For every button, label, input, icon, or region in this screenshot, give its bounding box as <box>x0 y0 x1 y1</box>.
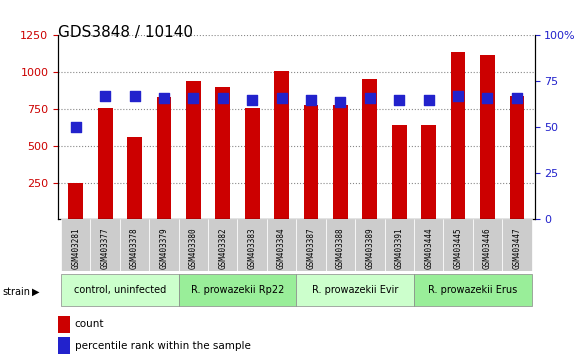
Bar <box>451 52 465 219</box>
FancyBboxPatch shape <box>326 219 355 271</box>
Text: GDS3848 / 10140: GDS3848 / 10140 <box>58 25 193 40</box>
Point <box>248 97 257 103</box>
Point <box>101 93 110 99</box>
FancyBboxPatch shape <box>296 274 414 306</box>
Text: GSM403377: GSM403377 <box>101 227 110 269</box>
FancyBboxPatch shape <box>296 219 326 271</box>
Bar <box>304 105 318 219</box>
Text: GSM403379: GSM403379 <box>159 227 168 269</box>
Bar <box>333 105 348 219</box>
Point <box>130 93 139 99</box>
Text: count: count <box>75 319 104 329</box>
Text: GSM403444: GSM403444 <box>424 227 433 269</box>
Text: GSM403446: GSM403446 <box>483 227 492 269</box>
Text: R. prowazekii Erus: R. prowazekii Erus <box>428 285 518 295</box>
FancyBboxPatch shape <box>502 219 532 271</box>
FancyBboxPatch shape <box>414 274 532 306</box>
Text: percentile rank within the sample: percentile rank within the sample <box>75 341 250 350</box>
FancyBboxPatch shape <box>267 219 296 271</box>
Text: control, uninfected: control, uninfected <box>74 285 166 295</box>
Point <box>277 95 286 101</box>
Text: R. prowazekii Evir: R. prowazekii Evir <box>312 285 399 295</box>
Bar <box>510 96 524 219</box>
Text: GSM403447: GSM403447 <box>512 227 521 269</box>
FancyBboxPatch shape <box>208 219 238 271</box>
Point <box>71 125 80 130</box>
Text: GSM403380: GSM403380 <box>189 227 198 269</box>
Text: GSM403387: GSM403387 <box>307 227 315 269</box>
FancyBboxPatch shape <box>179 219 208 271</box>
Point <box>453 93 462 99</box>
Point <box>218 95 227 101</box>
FancyBboxPatch shape <box>61 219 91 271</box>
Bar <box>127 137 142 219</box>
FancyBboxPatch shape <box>149 219 179 271</box>
Text: GSM403378: GSM403378 <box>130 227 139 269</box>
Text: R. prowazekii Rp22: R. prowazekii Rp22 <box>191 285 284 295</box>
Bar <box>58 316 70 333</box>
FancyBboxPatch shape <box>443 219 473 271</box>
FancyBboxPatch shape <box>414 219 443 271</box>
FancyBboxPatch shape <box>91 219 120 271</box>
Bar <box>245 108 260 219</box>
FancyBboxPatch shape <box>238 219 267 271</box>
Bar <box>186 81 200 219</box>
Bar <box>363 79 377 219</box>
Text: GSM403383: GSM403383 <box>248 227 257 269</box>
Point <box>189 95 198 101</box>
FancyBboxPatch shape <box>355 219 385 271</box>
Text: GSM403389: GSM403389 <box>365 227 374 269</box>
Point <box>483 95 492 101</box>
Text: ▶: ▶ <box>32 287 40 297</box>
FancyBboxPatch shape <box>385 219 414 271</box>
Point <box>336 99 345 104</box>
Point <box>306 97 315 103</box>
Point <box>365 95 375 101</box>
Text: GSM403384: GSM403384 <box>277 227 286 269</box>
Bar <box>274 72 289 219</box>
FancyBboxPatch shape <box>473 219 502 271</box>
Point <box>512 95 522 101</box>
Bar <box>216 87 230 219</box>
Bar <box>421 125 436 219</box>
Bar <box>98 108 113 219</box>
FancyBboxPatch shape <box>120 219 149 271</box>
Text: GSM403388: GSM403388 <box>336 227 345 269</box>
Text: GSM403445: GSM403445 <box>454 227 462 269</box>
Text: GSM403382: GSM403382 <box>218 227 227 269</box>
Bar <box>69 183 83 219</box>
Bar <box>392 125 407 219</box>
Text: strain: strain <box>3 287 31 297</box>
Bar <box>480 55 495 219</box>
Point <box>159 95 168 101</box>
Text: GSM403281: GSM403281 <box>71 227 80 269</box>
Point <box>424 97 433 103</box>
FancyBboxPatch shape <box>179 274 296 306</box>
Bar <box>157 97 171 219</box>
FancyBboxPatch shape <box>61 274 179 306</box>
Bar <box>58 337 70 354</box>
Text: GSM403391: GSM403391 <box>394 227 404 269</box>
Point <box>394 97 404 103</box>
